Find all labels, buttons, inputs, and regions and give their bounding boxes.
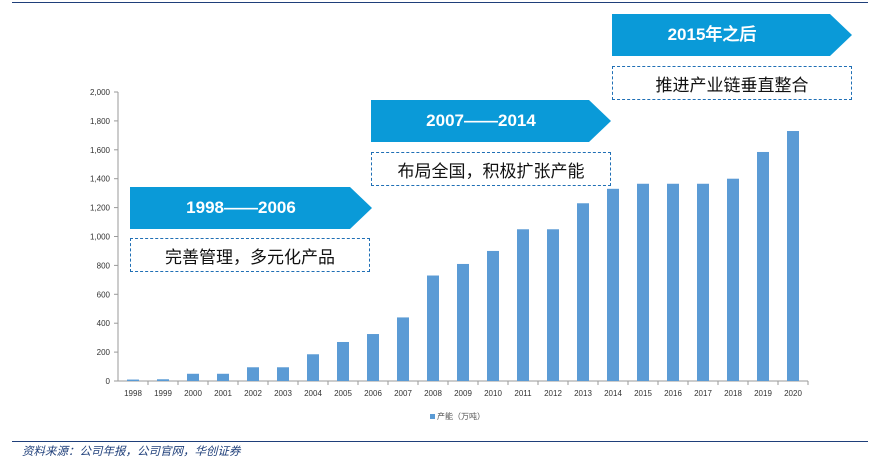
y-tick-label: 200 xyxy=(97,348,111,357)
bar-2002 xyxy=(247,367,259,381)
x-tick-label: 2014 xyxy=(604,389,622,398)
bar-2005 xyxy=(337,341,349,381)
source-note: 资料来源：公司年报，公司官网，华创证券 xyxy=(22,444,241,458)
x-tick-label: 2012 xyxy=(544,389,562,398)
x-tick-label: 2010 xyxy=(484,389,502,398)
bar-2013 xyxy=(577,203,589,381)
bar-2020 xyxy=(787,131,799,381)
x-tick-label: 2006 xyxy=(364,389,382,398)
capacity-bar-chart: 0 200 400 600 800 1,000 1,200 1,400 1,600 1,800 2,… xyxy=(90,88,809,421)
description-text-3: 推进产业链垂直整合 xyxy=(655,75,809,96)
y-tick-label: 800 xyxy=(97,261,111,270)
legend-label: 产能（万吨） xyxy=(437,411,485,421)
bar-1998 xyxy=(127,379,139,381)
x-tick-label: 2017 xyxy=(694,389,712,398)
y-tick-label: 1,800 xyxy=(90,117,111,126)
legend-swatch xyxy=(430,414,435,419)
period-banner-2: 2007——2014 xyxy=(371,100,611,142)
bar-2018 xyxy=(727,178,739,381)
period-label-3: 2015年之后 xyxy=(667,25,757,44)
bar-2010 xyxy=(487,250,499,381)
description-box-2: 布局全国，积极扩张产能 xyxy=(371,152,611,186)
bar-2015 xyxy=(637,183,649,381)
x-tick-label: 2004 xyxy=(304,389,322,398)
x-tick-label: 1998 xyxy=(124,389,142,398)
bar-2004 xyxy=(307,354,319,381)
x-tick-label: 2005 xyxy=(334,389,352,398)
bar-2003 xyxy=(277,367,289,381)
bar-2014 xyxy=(607,188,619,381)
x-tick-label: 2007 xyxy=(394,389,412,398)
x-tick-label: 2019 xyxy=(754,389,772,398)
bar-2009 xyxy=(457,263,469,381)
period-label-1: 1998——2006 xyxy=(186,198,296,217)
x-tick-label: 2013 xyxy=(574,389,592,398)
bar-2007 xyxy=(397,317,409,381)
x-tick-label: 2009 xyxy=(454,389,472,398)
bar-1999 xyxy=(157,379,169,381)
y-tick-label: 0 xyxy=(106,377,111,386)
bar-2019 xyxy=(757,151,769,381)
y-tick-label: 2,000 xyxy=(90,88,111,97)
bar-2000 xyxy=(187,373,199,381)
x-tick-label: 2002 xyxy=(244,389,262,398)
x-tick-label: 2011 xyxy=(514,389,532,398)
y-tick-label: 1,400 xyxy=(90,175,111,184)
x-tick-label: 2003 xyxy=(274,389,292,398)
x-tick-label: 2016 xyxy=(664,389,682,398)
y-tick-label: 600 xyxy=(97,290,111,299)
x-tick-label: 2001 xyxy=(214,389,232,398)
bar-2016 xyxy=(667,183,679,381)
bar-2001 xyxy=(217,373,229,381)
bar-2017 xyxy=(697,183,709,381)
bar-2008 xyxy=(427,275,439,381)
x-tick-label: 1999 xyxy=(154,389,172,398)
period-label-2: 2007——2014 xyxy=(426,111,536,130)
period-banner-3: 2015年之后 xyxy=(612,14,852,56)
period-banner-1: 1998——2006 xyxy=(130,187,372,229)
y-tick-label: 400 xyxy=(97,319,111,328)
x-tick-label: 2008 xyxy=(424,389,442,398)
description-box-1: 完善管理，多元化产品 xyxy=(130,238,370,272)
y-tick-label: 1,600 xyxy=(90,146,111,155)
description-box-3: 推进产业链垂直整合 xyxy=(612,66,852,100)
y-tick-label: 1,000 xyxy=(90,233,111,242)
description-text-1: 完善管理，多元化产品 xyxy=(165,247,335,268)
bar-2012 xyxy=(547,229,559,381)
x-tick-label: 2015 xyxy=(634,389,652,398)
x-tick-label: 2000 xyxy=(184,389,202,398)
description-text-2: 布局全国，积极扩张产能 xyxy=(397,161,585,182)
x-tick-label: 2018 xyxy=(724,389,742,398)
top-rule xyxy=(12,2,868,3)
bottom-rule xyxy=(12,441,868,442)
bar-2011 xyxy=(517,229,529,381)
x-tick-label: 2020 xyxy=(784,389,802,398)
y-tick-label: 1,200 xyxy=(90,204,111,213)
bar-2006 xyxy=(367,334,379,381)
